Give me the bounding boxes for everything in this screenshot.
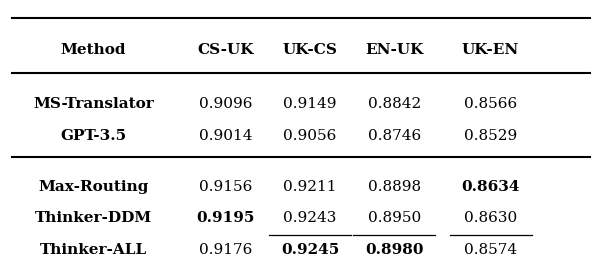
Text: 0.8950: 0.8950: [368, 211, 421, 225]
Text: Method: Method: [61, 43, 126, 57]
Text: 0.8746: 0.8746: [368, 129, 421, 143]
Text: GPT-3.5: GPT-3.5: [60, 129, 126, 143]
Text: UK-EN: UK-EN: [462, 43, 520, 57]
Text: 0.9156: 0.9156: [199, 180, 252, 194]
Text: 0.9096: 0.9096: [199, 97, 252, 111]
Text: 0.8898: 0.8898: [368, 180, 421, 194]
Text: EN-UK: EN-UK: [365, 43, 423, 57]
Text: UK-CS: UK-CS: [282, 43, 338, 57]
Text: 0.8529: 0.8529: [464, 129, 517, 143]
Text: MS-Translator: MS-Translator: [33, 97, 154, 111]
Text: Thinker-DDM: Thinker-DDM: [35, 211, 152, 225]
Text: 0.9211: 0.9211: [284, 180, 337, 194]
Text: 0.9195: 0.9195: [197, 211, 255, 225]
Text: Max-Routing: Max-Routing: [38, 180, 149, 194]
Text: 0.8574: 0.8574: [464, 243, 517, 256]
Text: CS-UK: CS-UK: [197, 43, 254, 57]
Text: 0.8980: 0.8980: [365, 243, 424, 256]
Text: 0.8634: 0.8634: [461, 180, 520, 194]
Text: 0.9056: 0.9056: [284, 129, 337, 143]
Text: 0.8630: 0.8630: [464, 211, 517, 225]
Text: 0.9176: 0.9176: [199, 243, 252, 256]
Text: 0.9243: 0.9243: [284, 211, 337, 225]
Text: 0.9014: 0.9014: [199, 129, 252, 143]
Text: 0.8842: 0.8842: [368, 97, 421, 111]
Text: 0.9149: 0.9149: [284, 97, 337, 111]
Text: 0.9245: 0.9245: [281, 243, 339, 256]
Text: Thinker-ALL: Thinker-ALL: [40, 243, 147, 256]
Text: 0.8566: 0.8566: [464, 97, 517, 111]
